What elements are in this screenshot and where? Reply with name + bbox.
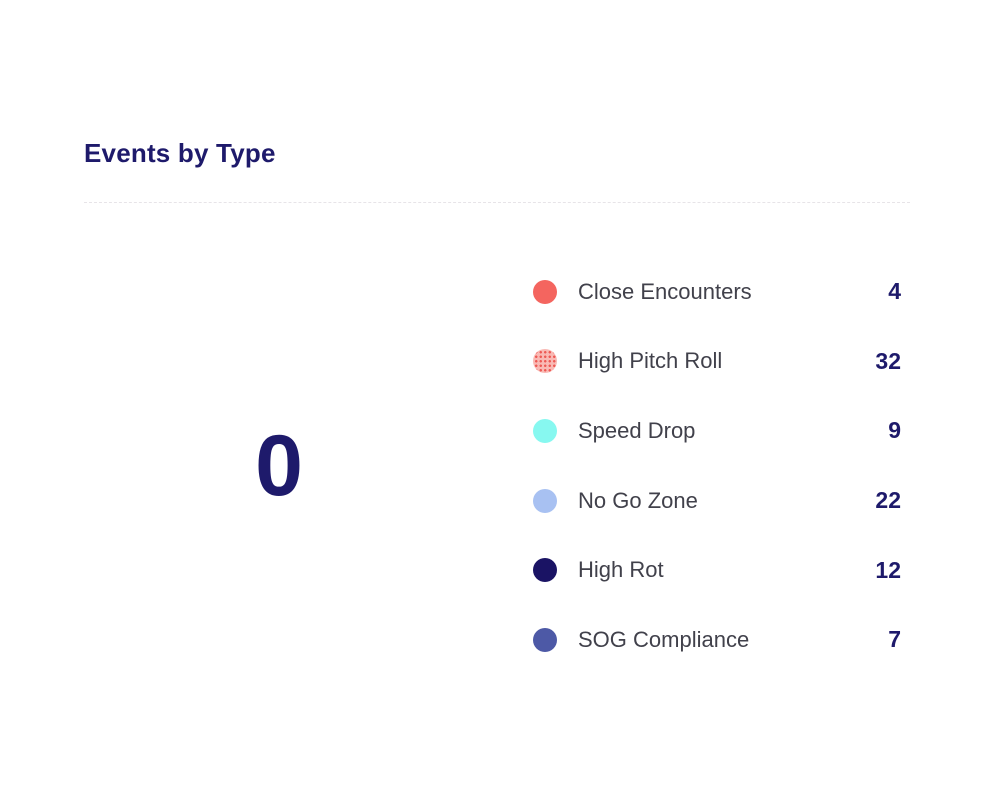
chart-center-total: 0 [255,418,303,514]
legend-label: High Pitch Roll [578,348,723,374]
legend-swatch-icon [533,627,557,652]
legend-item-no-go-zone[interactable]: No Go Zone 22 [533,466,901,536]
donut-chart-area: 0 [84,257,474,675]
legend-item-high-rot[interactable]: High Rot 12 [533,535,901,605]
legend-label: Speed Drop [578,417,696,443]
legend-swatch-icon [533,558,557,583]
legend-swatch-icon [533,488,557,513]
legend-label: High Rot [578,557,664,583]
legend-item-close-encounters[interactable]: Close Encounters 4 [533,257,901,327]
legend-value: 9 [888,417,901,444]
legend-item-high-pitch-roll[interactable]: High Pitch Roll 32 [533,327,901,397]
card-title: Events by Type [84,138,276,168]
chart-legend: Close Encounters 4 High Pitch Roll 32 Sp… [533,257,901,675]
legend-value: 22 [875,487,901,514]
legend-value: 12 [875,556,901,583]
legend-value: 7 [888,626,901,653]
legend-swatch-icon [533,349,557,374]
legend-item-sog-compliance[interactable]: SOG Compliance 7 [533,605,901,675]
legend-value: 4 [888,278,901,305]
legend-label: SOG Compliance [578,626,750,652]
legend-swatch-icon [533,279,557,304]
legend-label: Close Encounters [578,278,752,304]
legend-value: 32 [875,347,901,374]
legend-swatch-icon [533,418,557,443]
legend-item-speed-drop[interactable]: Speed Drop 9 [533,396,901,466]
legend-label: No Go Zone [578,487,698,513]
title-divider [84,202,910,203]
